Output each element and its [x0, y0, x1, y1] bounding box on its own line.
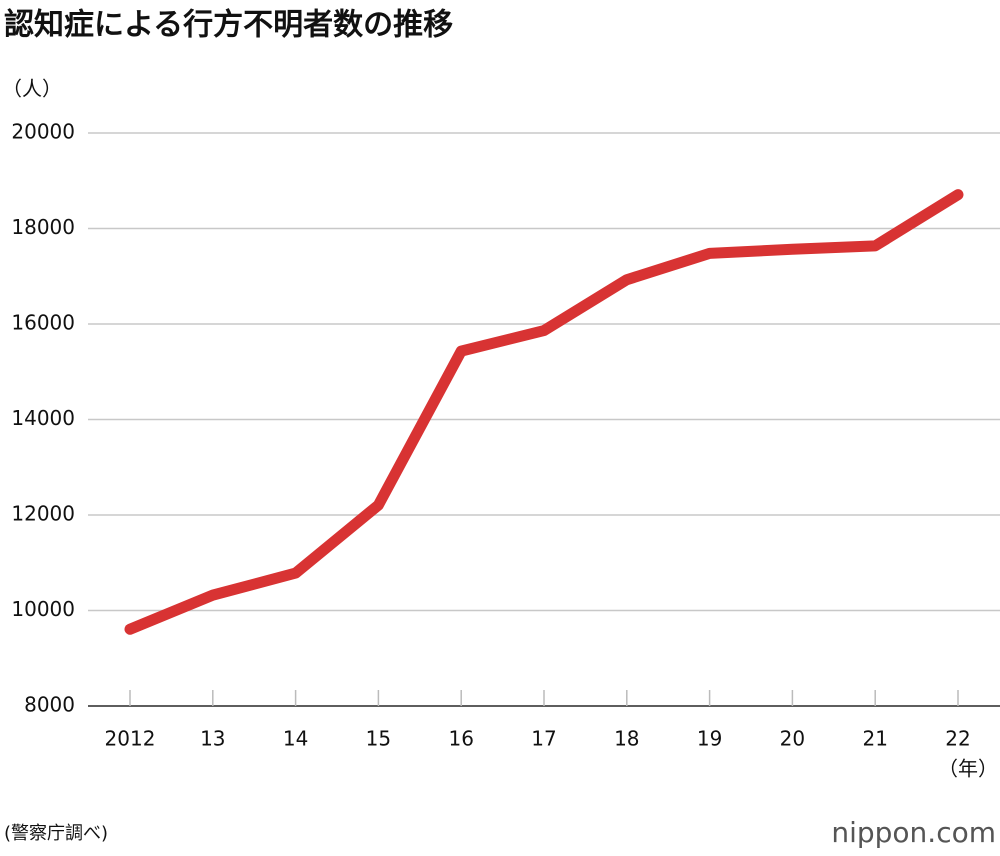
y-tick-label: 8000: [24, 693, 75, 717]
y-tick-label: 18000: [11, 215, 75, 239]
y-tick-label: 20000: [11, 120, 75, 144]
x-tick-label: 16: [448, 727, 473, 751]
x-tick-label: 22: [945, 727, 970, 751]
x-tick-label: 17: [531, 727, 556, 751]
logo: nippon.com: [831, 816, 996, 849]
x-tick-label: 18: [614, 727, 639, 751]
x-tick-label: 15: [366, 727, 391, 751]
y-tick-label: 14000: [11, 406, 75, 430]
y-tick-label: 10000: [11, 597, 75, 621]
y-unit: （人）: [2, 77, 62, 101]
chart-title: 認知症による行方不明者数の推移: [4, 8, 453, 43]
x-tick-label: 2012: [105, 727, 156, 751]
data-line: [124, 189, 964, 635]
x-tick-label: 13: [200, 727, 225, 751]
x-tick-label: 14: [283, 727, 308, 751]
x-tick-label: 19: [697, 727, 722, 751]
source: (警察庁調べ): [4, 823, 108, 844]
x-tick-label: 20: [780, 727, 805, 751]
y-tick-label: 12000: [11, 502, 75, 526]
x-unit: （年）: [938, 757, 998, 781]
y-tick-label: 16000: [11, 311, 75, 335]
x-tick-label: 21: [862, 727, 887, 751]
